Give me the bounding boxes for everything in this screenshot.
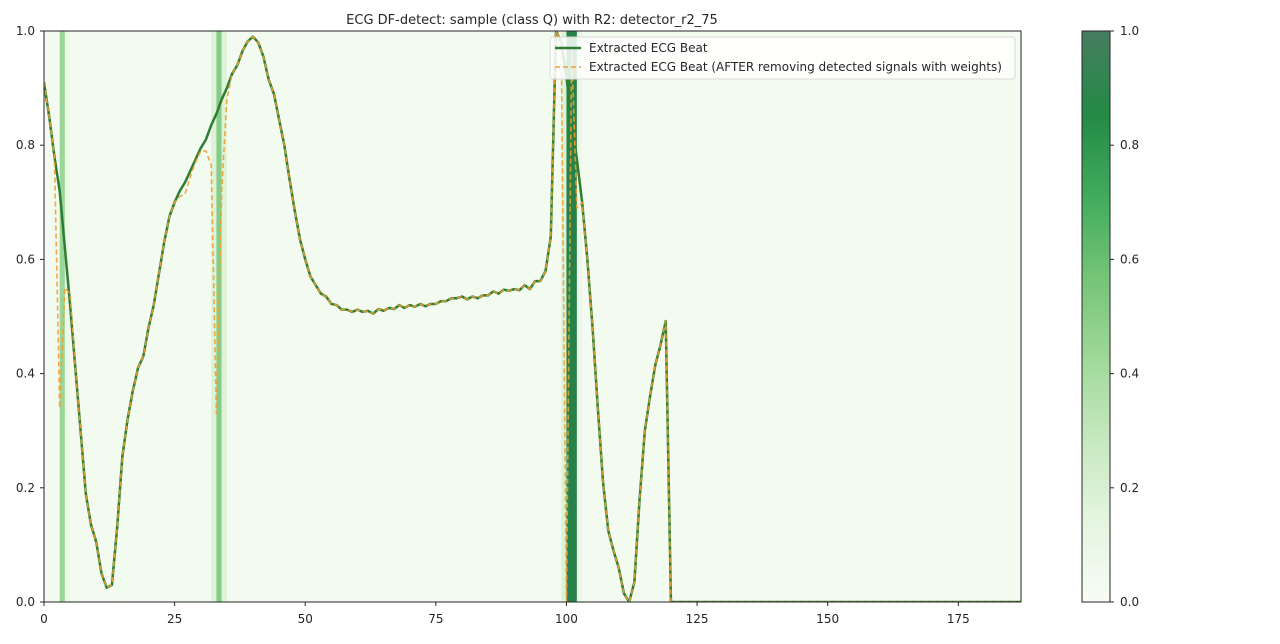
colorbar: 0.0 0.2 0.4 0.6 0.8 1.0 xyxy=(1081,24,1139,609)
colorbar-tick-label: 0.0 xyxy=(1120,595,1139,609)
colorbar-gradient xyxy=(1081,30,1111,603)
weight-heatmap xyxy=(44,31,1021,602)
plot-frame xyxy=(43,30,1022,603)
legend-label-solid: Extracted ECG Beat xyxy=(589,41,708,55)
y-tick-label: 0.6 xyxy=(16,252,35,266)
y-tick-label: 0.0 xyxy=(16,595,35,609)
legend-box xyxy=(549,36,1016,80)
x-tick-label: 50 xyxy=(298,612,313,626)
colorbar-ticks: 0.0 0.2 0.4 0.6 0.8 1.0 xyxy=(1110,24,1139,609)
x-tick-label: 175 xyxy=(947,612,970,626)
series-layer xyxy=(44,31,1021,602)
x-tick-label: 75 xyxy=(428,612,443,626)
x-tick-label: 100 xyxy=(555,612,578,626)
colorbar-tick-label: 0.4 xyxy=(1120,367,1139,381)
series-line-original xyxy=(44,31,1021,602)
weight-band xyxy=(576,31,583,602)
weight-band xyxy=(179,31,212,602)
weight-band xyxy=(221,31,227,602)
legend: Extracted ECG Beat Extracted ECG Beat (A… xyxy=(549,36,1016,80)
y-tick-label: 0.8 xyxy=(16,138,35,152)
chart-title: ECG DF-detect: sample (class Q) with R2:… xyxy=(346,13,718,28)
x-tick-label: 25 xyxy=(167,612,182,626)
colorbar-tick-label: 0.2 xyxy=(1120,481,1139,495)
y-tick-label: 0.4 xyxy=(16,367,35,381)
x-tick-label: 125 xyxy=(686,612,709,626)
weight-band xyxy=(566,31,577,602)
colorbar-tick-label: 1.0 xyxy=(1120,24,1139,38)
x-tick-label: 150 xyxy=(816,612,839,626)
legend-label-dashed: Extracted ECG Beat (AFTER removing detec… xyxy=(589,60,1002,74)
colorbar-tick-label: 0.6 xyxy=(1120,252,1139,266)
weight-band xyxy=(64,31,71,602)
x-tick-label: 0 xyxy=(40,612,48,626)
weight-band xyxy=(59,31,65,602)
axes-layer: 0 25 50 75 100 125 150 175 0.0 0.2 0.4 0.6 0.8 1.0 xyxy=(16,24,970,626)
series-line-after xyxy=(44,31,1021,602)
weight-band xyxy=(117,31,133,602)
colorbar-tick-label: 0.8 xyxy=(1120,138,1139,152)
y-tick-label: 1.0 xyxy=(16,24,35,38)
y-tick-label: 0.2 xyxy=(16,481,35,495)
